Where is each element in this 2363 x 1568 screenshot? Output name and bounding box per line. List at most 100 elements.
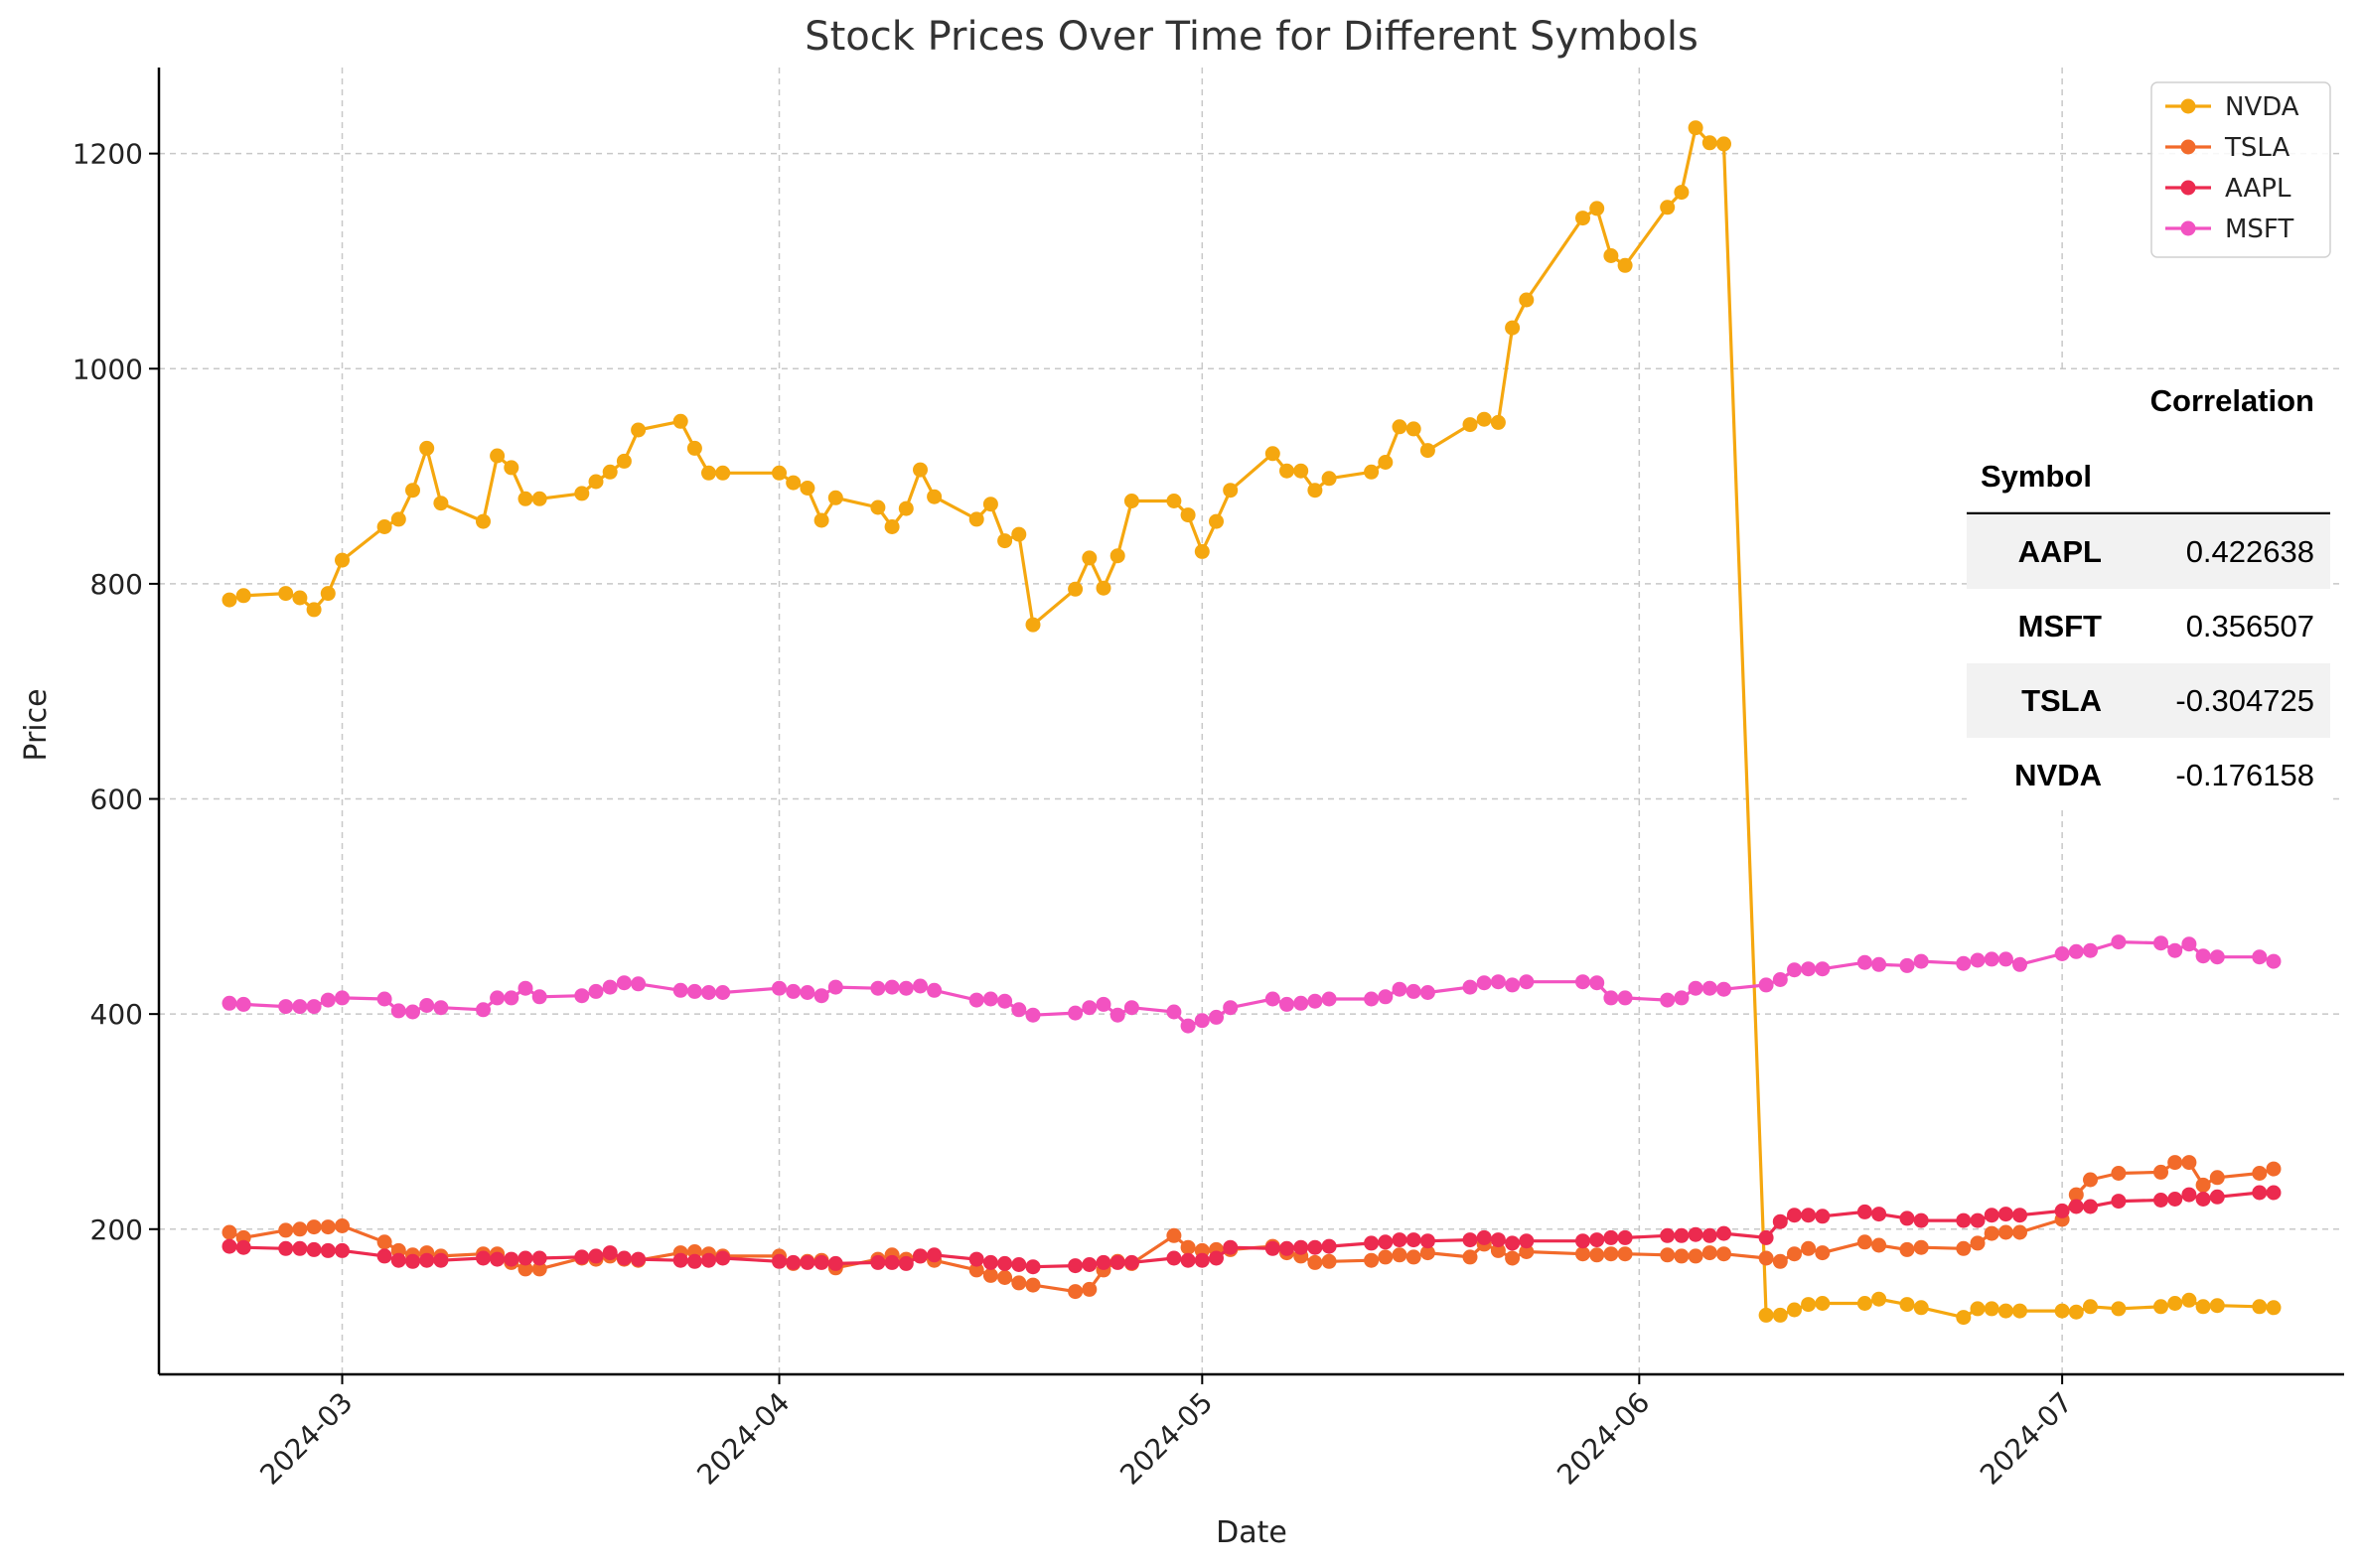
- data-point: [376, 1234, 392, 1250]
- data-point: [1519, 292, 1535, 308]
- data-point: [2111, 1301, 2127, 1317]
- data-point: [1505, 1250, 1521, 1266]
- data-point: [1293, 995, 1309, 1011]
- data-point: [306, 602, 322, 618]
- data-point: [982, 1267, 998, 1283]
- data-point: [1997, 1303, 2013, 1319]
- correlation-row-stripe: [1967, 663, 2330, 738]
- data-point: [813, 1254, 829, 1270]
- data-point: [1490, 1242, 1506, 1258]
- data-point: [1476, 1229, 1492, 1245]
- data-point: [1856, 954, 1872, 970]
- legend-swatch-marker: [2180, 139, 2196, 155]
- data-point: [1660, 1227, 1676, 1243]
- data-point: [1392, 981, 1407, 997]
- series-aapl: [222, 1185, 2282, 1275]
- data-point: [1405, 1232, 1421, 1248]
- data-point: [2012, 1303, 2027, 1319]
- data-point: [2266, 1185, 2282, 1201]
- data-point: [1617, 990, 1633, 1006]
- data-point: [433, 496, 449, 511]
- data-point: [968, 511, 984, 527]
- data-point: [531, 1261, 547, 1277]
- data-point: [1787, 962, 1802, 978]
- data-point: [1674, 1227, 1690, 1243]
- data-point: [531, 491, 547, 506]
- data-point: [898, 500, 914, 516]
- data-point: [2068, 1199, 2084, 1214]
- data-point: [1405, 1249, 1421, 1265]
- data-point: [997, 1270, 1013, 1285]
- data-point: [292, 1221, 308, 1237]
- legend-swatch-marker: [2180, 98, 2196, 114]
- data-point: [1589, 1247, 1605, 1263]
- data-point: [278, 1222, 294, 1238]
- data-point: [2195, 1192, 2211, 1207]
- data-point: [813, 512, 829, 528]
- data-point: [1490, 414, 1506, 430]
- data-point: [2054, 946, 2070, 961]
- data-point: [2167, 942, 2183, 958]
- data-point: [306, 1219, 322, 1235]
- data-point: [913, 462, 928, 478]
- data-point: [1490, 1232, 1506, 1248]
- data-point: [1899, 1211, 1915, 1226]
- data-point: [1772, 972, 1788, 987]
- data-point: [602, 464, 618, 480]
- data-point: [2252, 1166, 2268, 1181]
- data-point: [517, 1261, 533, 1277]
- data-point: [772, 465, 787, 481]
- data-point: [1758, 1307, 1774, 1323]
- y-tick-label: 800: [90, 568, 143, 601]
- data-point: [1603, 1229, 1619, 1245]
- data-point: [827, 1255, 843, 1271]
- data-point: [1166, 1227, 1182, 1243]
- data-point: [1956, 1240, 1972, 1256]
- data-point: [1378, 1234, 1394, 1250]
- data-point: [1688, 120, 1703, 136]
- data-point: [982, 497, 998, 512]
- data-point: [2209, 1189, 2225, 1205]
- data-point: [1264, 446, 1280, 462]
- data-point: [715, 985, 731, 1000]
- data-point: [1194, 1013, 1210, 1029]
- data-point: [870, 1254, 886, 1270]
- data-point: [1913, 1239, 1929, 1255]
- data-point: [278, 1240, 294, 1256]
- data-point: [1617, 257, 1633, 273]
- data-point: [1392, 419, 1407, 435]
- legend-box: [2150, 81, 2331, 258]
- data-point: [898, 1255, 914, 1271]
- data-point: [2054, 1303, 2070, 1319]
- x-tick-label: 2024-05: [1113, 1386, 1219, 1492]
- data-point: [1293, 1239, 1309, 1255]
- data-point: [2167, 1192, 2183, 1207]
- data-point: [1970, 952, 1986, 968]
- data-point: [1011, 1257, 1027, 1272]
- data-point: [1419, 985, 1435, 1000]
- data-point: [335, 990, 350, 1006]
- series-nvda: [222, 120, 2282, 1326]
- data-point: [1688, 1248, 1703, 1264]
- data-point: [1082, 1000, 1098, 1016]
- data-point: [1068, 1284, 1084, 1300]
- data-point: [1123, 1254, 1139, 1270]
- data-point: [1307, 993, 1323, 1009]
- data-point: [405, 483, 420, 499]
- data-point: [715, 465, 731, 481]
- data-point: [335, 552, 350, 568]
- chart-title: Stock Prices Over Time for Different Sym…: [805, 14, 1698, 60]
- data-point: [490, 1251, 506, 1267]
- data-point: [884, 979, 900, 995]
- data-point: [292, 1240, 308, 1256]
- data-point: [1223, 1239, 1239, 1255]
- data-point: [827, 490, 843, 505]
- data-point: [1011, 1002, 1027, 1018]
- data-point: [772, 980, 787, 996]
- data-point: [1899, 1241, 1915, 1257]
- x-tick-label: 2024-06: [1551, 1386, 1656, 1492]
- data-point: [686, 440, 702, 456]
- data-point: [898, 980, 914, 996]
- y-tick-label: 200: [90, 1213, 143, 1246]
- data-point: [222, 1238, 237, 1254]
